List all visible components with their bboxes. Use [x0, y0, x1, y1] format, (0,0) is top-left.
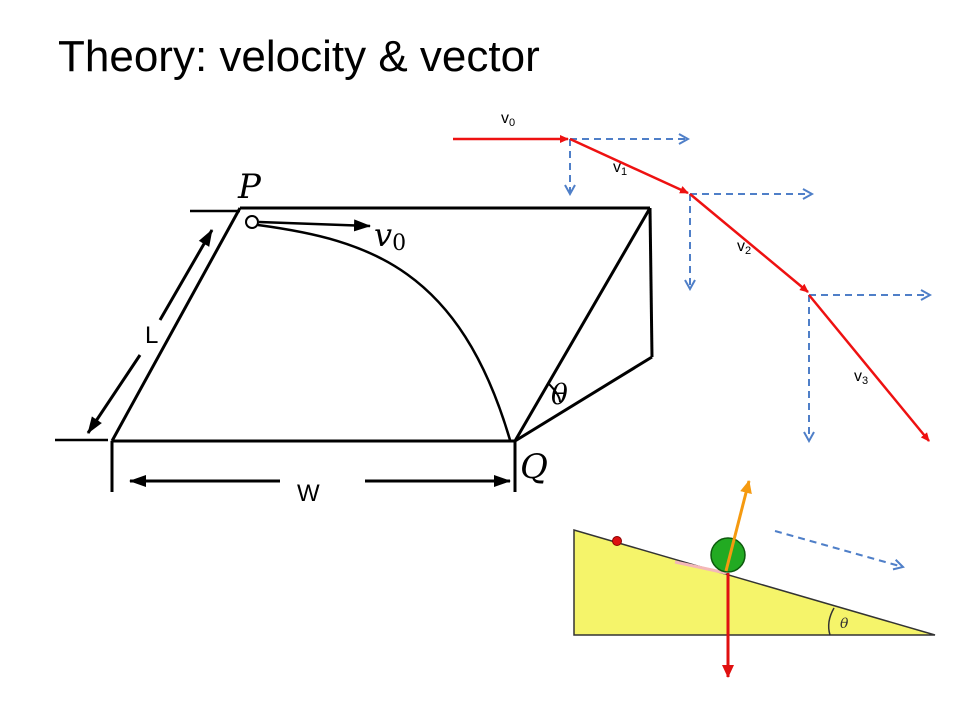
start-point — [245, 215, 259, 229]
length-label: L — [145, 322, 158, 349]
v0-label-sub: 0 — [392, 231, 406, 256]
contact-highlight — [674, 560, 727, 575]
v0-label-base: v — [374, 216, 392, 254]
velocity-v2 — [689, 193, 809, 293]
slide-title: Theory: velocity & vector — [58, 32, 540, 81]
vector-label-v1: v1 — [613, 159, 627, 178]
ball — [710, 537, 746, 573]
width-label: W — [297, 480, 320, 507]
point-q-label: Q — [520, 447, 548, 487]
v0-label: v0 — [374, 216, 406, 256]
slope-figure: θ — [573, 480, 936, 678]
motion-direction-arrow — [774, 530, 903, 567]
point-p-label: P — [237, 167, 262, 207]
incline-angle-label: θ — [551, 378, 568, 411]
slope-angle-label: θ — [840, 616, 849, 632]
vector-label-v3: v3 — [854, 368, 868, 387]
vector-label-v0: v0 — [501, 110, 515, 129]
incline-outline — [110, 206, 654, 443]
incline-figure: P Q v0 θ L W — [55, 167, 654, 507]
slope-angle-arc — [827, 607, 835, 636]
length-arrow-down — [86, 354, 142, 434]
normal-force-arrow — [724, 480, 752, 572]
velocity-v3 — [808, 294, 930, 442]
trajectory-curve — [257, 223, 512, 441]
start-marker — [612, 536, 622, 546]
slope-triangle — [573, 529, 936, 636]
velocity-v1 — [569, 137, 689, 195]
incline-angle-arc — [547, 382, 561, 403]
vector-label-v2: v2 — [737, 238, 751, 257]
vector-figure: v0 v1 v2 v3 — [453, 110, 930, 441]
v0-arrow — [258, 219, 371, 232]
length-arrow-up — [158, 229, 214, 321]
